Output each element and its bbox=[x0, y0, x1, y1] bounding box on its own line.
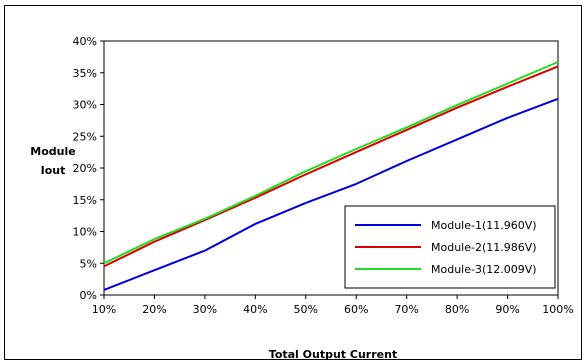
x-tick-label: 80% bbox=[445, 303, 469, 316]
x-tick-label: 30% bbox=[193, 303, 217, 316]
series-line-2 bbox=[103, 65, 559, 268]
y-tick-label: 0% bbox=[80, 289, 97, 302]
y-axis-title-line2: Iout bbox=[41, 164, 66, 177]
y-tick-label: 15% bbox=[73, 194, 97, 207]
y-tick-label: 5% bbox=[80, 257, 97, 270]
y-tick-label: 35% bbox=[73, 67, 97, 80]
legend-label-3: Module-3(12.009V) bbox=[431, 263, 537, 276]
series-line-1 bbox=[103, 97, 559, 291]
x-tick-label: 50% bbox=[294, 303, 318, 316]
line-chart: 0% 5% 10% 15% 20% 25% 30% 35% 40% 10% 20% 30% 40% 50%… bbox=[30, 35, 573, 361]
series-line-3 bbox=[103, 61, 559, 265]
x-tick-label: 10% bbox=[92, 303, 116, 316]
x-tick-label: 40% bbox=[243, 303, 267, 316]
x-tick-label: 20% bbox=[142, 303, 166, 316]
y-tick-label: 25% bbox=[73, 130, 97, 143]
x-tick-label: 90% bbox=[495, 303, 519, 316]
x-axis-title: Total Output Current bbox=[269, 348, 397, 361]
chart-frame: 0% 5% 10% 15% 20% 25% 30% 35% 40% 10% 20% 30% 40% 50%… bbox=[4, 5, 582, 361]
y-tick-label: 30% bbox=[73, 99, 97, 112]
x-tick-label: 100% bbox=[542, 303, 573, 316]
x-tick-label: 60% bbox=[344, 303, 368, 316]
y-tick-label: 10% bbox=[73, 226, 97, 239]
legend-label-2: Module-2(11.986V) bbox=[431, 241, 537, 254]
y-axis-title-line1: Module bbox=[30, 145, 75, 158]
x-tick-label: 70% bbox=[394, 303, 418, 316]
y-tick-label: 20% bbox=[73, 162, 97, 175]
legend-label-1: Module-1(11.960V) bbox=[431, 219, 537, 232]
y-tick-label: 40% bbox=[73, 35, 97, 48]
